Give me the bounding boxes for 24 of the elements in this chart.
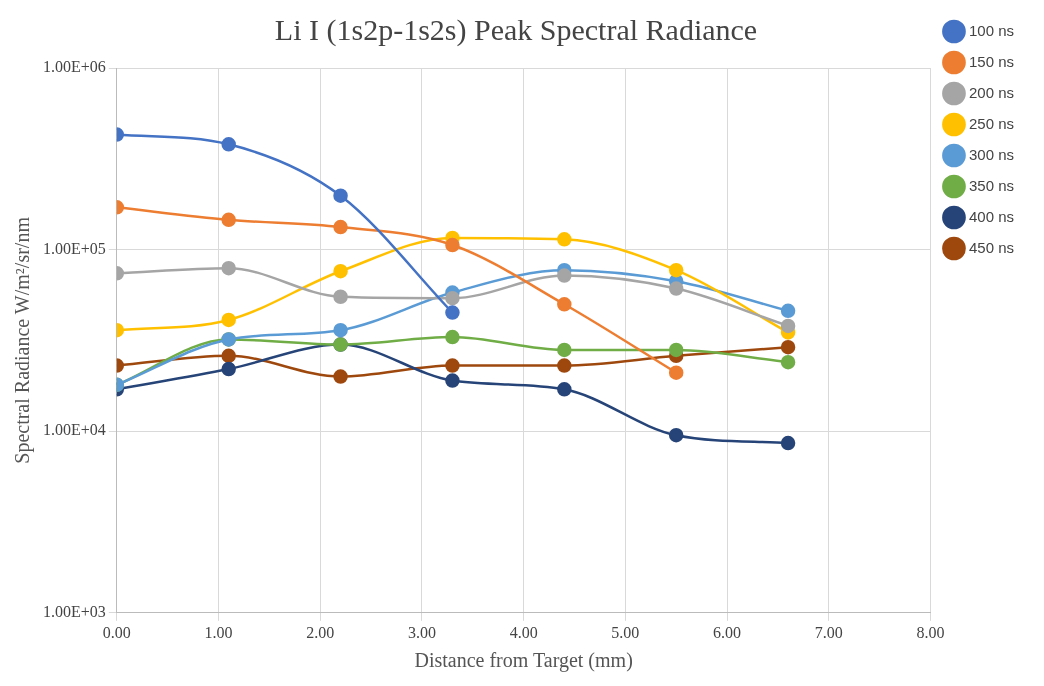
- x-tick-label: 6.00: [713, 623, 742, 641]
- x-axis-title: Distance from Target (mm): [414, 649, 633, 673]
- y-tick-label: 1.00E+03: [43, 603, 106, 620]
- legend-label: 350 ns: [968, 176, 1015, 194]
- legend-label: 100 ns: [968, 21, 1015, 39]
- x-tick-label: 5.00: [611, 623, 640, 641]
- x-tick-label: 2.00: [306, 623, 335, 641]
- y-tick-label: 1.00E+05: [43, 239, 106, 257]
- legend-label: 400 ns: [968, 207, 1015, 225]
- legend-label: 150 ns: [968, 52, 1015, 70]
- legend-label: 450 ns: [968, 238, 1015, 256]
- chart-title: Li I (1s2p-1s2s) Peak Spectral Radiance: [274, 12, 758, 47]
- y-tick-label: 1.00E+04: [43, 421, 106, 439]
- y-tick-label: 1.00E+06: [43, 58, 106, 76]
- x-tick-label: 8.00: [916, 623, 945, 641]
- y-axis-title: Spectral Radiance W/m²/sr/nm: [11, 216, 35, 464]
- x-tick-label: 0.00: [102, 623, 131, 641]
- legend-label: 200 ns: [968, 83, 1015, 101]
- x-tick-label: 7.00: [814, 623, 843, 641]
- legend-label: 250 ns: [968, 114, 1015, 132]
- legend-label: 300 ns: [968, 145, 1015, 163]
- x-tick-label: 3.00: [407, 623, 436, 641]
- x-tick-label: 1.00: [204, 623, 233, 641]
- x-tick-label: 4.00: [509, 623, 538, 641]
